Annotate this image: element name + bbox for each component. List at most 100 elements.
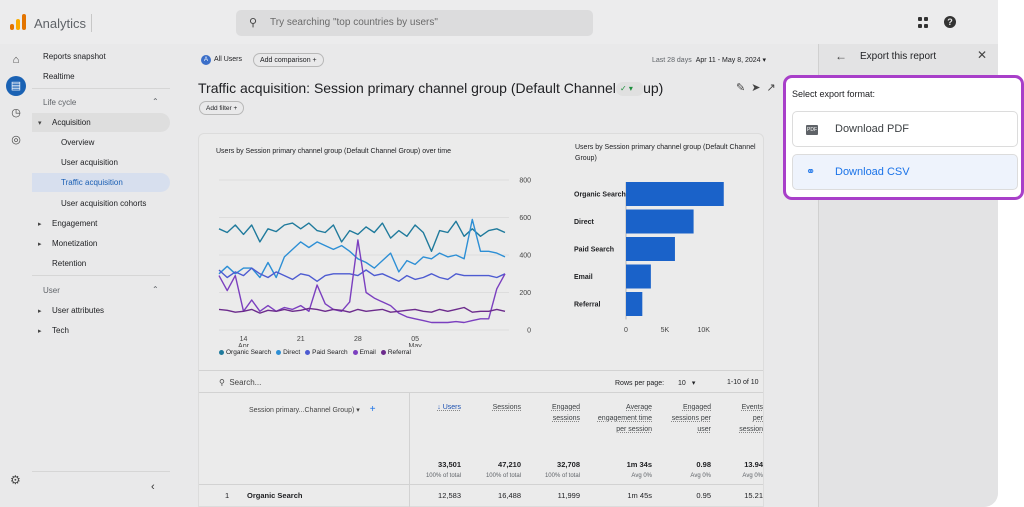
export-panel-title: Export this report xyxy=(860,51,937,62)
nav-divider xyxy=(32,88,170,89)
rows-per-page-select[interactable]: 10 xyxy=(678,380,686,387)
x-tick-label: 10K xyxy=(697,327,710,334)
nav-realtime[interactable]: Realtime xyxy=(43,72,75,81)
nav-user-acquisition[interactable]: User acquisition xyxy=(61,158,118,167)
add-comparison-button[interactable]: Add comparison + xyxy=(253,53,324,67)
nav-divider xyxy=(32,275,170,276)
legend-item: Email xyxy=(359,349,376,356)
nav-acquisition[interactable]: Acquisition xyxy=(52,118,91,127)
search-icon: ⚲ xyxy=(249,17,258,29)
share-icon[interactable]: ➤ xyxy=(751,82,767,94)
pdf-file-icon: PDF xyxy=(806,125,818,135)
edit-report-icon[interactable]: ✎ xyxy=(736,82,752,94)
caret-down-icon: ▾ xyxy=(38,120,42,127)
search-bar[interactable]: ⚲ Try searching "top countries by users" xyxy=(236,10,593,36)
legend-swatch xyxy=(276,349,282,355)
total-sessions: 47,210 xyxy=(498,460,521,469)
y-tick-label: 400 xyxy=(519,253,531,260)
total-engaged-per-user-pct: Avg 0% xyxy=(690,473,711,479)
download-csv-button[interactable]: ⚭ Download CSV xyxy=(792,154,1018,190)
x-tick-month-label: May xyxy=(408,343,422,347)
nav-user-acquisition-cohorts[interactable]: User acquisition cohorts xyxy=(61,199,147,208)
icon-rail: ⌂ ▤ ◷ ◎ xyxy=(0,44,32,507)
legend-swatch xyxy=(219,349,224,355)
divider xyxy=(199,370,763,371)
y-tick-label: 800 xyxy=(519,178,531,185)
series-line xyxy=(218,306,506,314)
home-icon[interactable]: ⌂ xyxy=(12,54,20,66)
x-tick-label: 05 xyxy=(411,336,419,343)
row-sessions: 16,488 xyxy=(498,491,521,500)
x-tick-label: 14 xyxy=(240,336,248,343)
divider xyxy=(199,392,763,393)
total-engaged-sessions: 32,708 xyxy=(557,460,580,469)
plus-icon: + xyxy=(233,105,238,112)
column-header-users[interactable]: ↓ Users xyxy=(437,404,461,411)
nav-overview[interactable]: Overview xyxy=(61,138,95,147)
table-search-placeholder: Search... xyxy=(229,378,262,387)
total-users-pct: 100% of total xyxy=(425,473,461,479)
column-header-engaged-sessions[interactable]: Engaged sessions xyxy=(551,404,580,422)
row-channel-name[interactable]: Organic Search xyxy=(247,491,303,500)
nav-reports-snapshot[interactable]: Reports snapshot xyxy=(43,52,106,61)
total-users: 33,501 xyxy=(438,460,461,469)
export-format-prompt: Select export format: xyxy=(792,89,876,99)
close-icon[interactable]: ✕ xyxy=(977,48,988,62)
chevron-up-icon[interactable]: ⌃ xyxy=(152,285,159,294)
y-tick-label: 200 xyxy=(519,290,531,297)
download-pdf-button[interactable]: PDF Download PDF xyxy=(792,111,1018,147)
dropdown-arrow-icon[interactable]: ▾ xyxy=(691,380,696,387)
nav-user-attributes[interactable]: User attributes xyxy=(52,306,105,315)
divider xyxy=(199,484,763,485)
page-title: Traffic acquisition: Session primary cha… xyxy=(198,80,664,96)
total-avg-engagement-pct: Avg 0% xyxy=(631,473,652,479)
insights-icon[interactable]: ↗ xyxy=(766,82,782,94)
download-pdf-label: Download PDF xyxy=(835,123,909,135)
reports-icon[interactable]: ▤ xyxy=(6,76,26,96)
caret-right-icon: ▸ xyxy=(38,221,42,228)
total-engaged-sessions-pct: 100% of total xyxy=(544,473,580,479)
collapse-nav-icon[interactable]: ‹ xyxy=(151,481,155,493)
nav-section-user[interactable]: User xyxy=(43,286,60,295)
chevron-up-icon[interactable]: ⌃ xyxy=(152,97,159,106)
nav-engagement[interactable]: Engagement xyxy=(52,219,98,228)
table-search[interactable]: ⚲ Search... xyxy=(219,378,261,387)
top-bar: Analytics ⚲ Try searching "top countries… xyxy=(0,0,998,44)
column-divider xyxy=(409,393,410,507)
segment-chip[interactable]: A All Users xyxy=(198,53,248,67)
column-header-engaged-per-user[interactable]: Engaged sessions per user xyxy=(671,404,711,433)
settings-gear-icon[interactable]: ⚙ xyxy=(10,473,21,487)
total-events-per-session: 13.94 xyxy=(744,460,763,469)
plus-icon: + xyxy=(312,57,317,64)
report-main: A All Users Add comparison + Last 28 days… xyxy=(176,44,818,507)
column-header-events-per-session[interactable]: Events per session xyxy=(739,404,763,433)
row-engaged-per-user: 0.95 xyxy=(696,491,711,500)
column-header-sessions[interactable]: Sessions xyxy=(492,404,521,411)
add-dimension-icon[interactable]: + xyxy=(369,404,376,415)
date-range-picker[interactable]: Last 28 days Apr 11 - May 8, 2024 ▾ xyxy=(652,56,766,64)
back-arrow-icon[interactable]: ← xyxy=(835,49,847,63)
nav-retention[interactable]: Retention xyxy=(52,259,87,268)
column-header-avg-engagement[interactable]: Average engagement time per session xyxy=(597,404,652,433)
legend-item: Referral xyxy=(387,349,411,356)
help-icon[interactable]: ? xyxy=(944,16,956,28)
series-line xyxy=(218,267,506,283)
nav-monetization[interactable]: Monetization xyxy=(52,239,98,248)
verified-check-icon[interactable]: ✓ ▾ xyxy=(616,82,644,96)
explore-icon[interactable]: ◷ xyxy=(11,107,21,119)
y-tick-label: 0 xyxy=(527,328,531,335)
nav-traffic-acquisition[interactable]: Traffic acquisition xyxy=(61,178,123,187)
series-line xyxy=(218,220,506,253)
add-filter-button[interactable]: Add filter + xyxy=(199,101,245,115)
advertising-icon[interactable]: ◎ xyxy=(11,134,21,146)
dimension-header-label: Session primary...Channel Group) xyxy=(249,407,355,414)
nav-section-life-cycle[interactable]: Life cycle xyxy=(43,98,77,107)
legend-swatch xyxy=(352,349,358,355)
nav-tech[interactable]: Tech xyxy=(52,326,69,335)
analytics-logo-icon xyxy=(10,14,26,30)
line-chart-title: Users by Session primary channel group (… xyxy=(216,148,451,155)
total-engaged-per-user: 0.98 xyxy=(696,460,711,469)
dimension-header[interactable]: Session primary...Channel Group) ▾ + xyxy=(249,404,376,415)
apps-grid-icon[interactable] xyxy=(918,17,929,28)
category-label: Email xyxy=(574,274,593,281)
